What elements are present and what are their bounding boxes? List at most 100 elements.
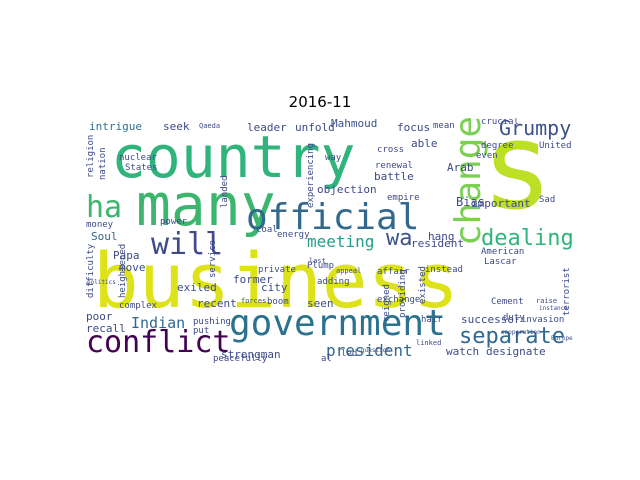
word-instance: instance — [539, 305, 568, 312]
word-difficulty: difficulty — [86, 243, 96, 298]
word-peacefully: peacefully — [213, 354, 268, 364]
word-able: able — [411, 137, 438, 150]
word-dealing: dealing — [481, 226, 574, 251]
word-plump: Plump — [307, 261, 335, 271]
word-grumpy: Grumpy — [499, 118, 572, 140]
word-cooperation: cooperation — [501, 329, 541, 336]
word-linked: linked — [416, 339, 442, 347]
word-wa: wa — [386, 226, 413, 251]
figure-title: 2016-11 — [288, 93, 352, 111]
word-designate: designate — [486, 345, 546, 358]
word-invasion: invasion — [521, 315, 565, 325]
word-exchange: exchange — [377, 295, 421, 305]
word-arab: Arab — [447, 161, 474, 174]
word-complex: complex — [119, 301, 157, 311]
word-ha: ha — [86, 190, 123, 225]
word-successor: successor — [461, 313, 521, 326]
word-duty: duty — [503, 313, 525, 323]
word-nation: nation — [98, 147, 108, 180]
word-conflict: conflict — [86, 325, 231, 360]
word-service: service — [208, 240, 218, 278]
word-qaeda: Qaeda — [199, 122, 221, 130]
word-coal: coal — [256, 225, 278, 235]
word-boom: boom — [267, 297, 289, 307]
word-soul: Soul — [91, 230, 118, 243]
word-seen: seen — [307, 297, 334, 310]
word-affair: affair — [377, 267, 410, 277]
word-recall: recall — [86, 322, 126, 335]
word-intrigue: intrigue — [89, 120, 142, 133]
word-last: last — [309, 257, 326, 265]
word-raise: raise — [536, 297, 558, 305]
word-politics: politics — [87, 279, 116, 286]
word-energy: energy — [277, 230, 310, 240]
word-put: put — [193, 326, 210, 336]
word-pushing: pushing — [193, 317, 231, 327]
word-important: important — [471, 197, 531, 210]
word-bias: Bias — [456, 195, 485, 209]
word-power: power — [160, 217, 188, 227]
word-many: many — [136, 171, 276, 239]
word-private: private — [258, 265, 296, 275]
word-move: move — [119, 261, 146, 274]
word-way: way — [325, 153, 342, 163]
word-leader: leader — [247, 121, 287, 134]
word-lascar: Lascar — [484, 257, 517, 267]
word-seek: seek — [163, 120, 190, 133]
word-sad: Sad — [539, 195, 556, 205]
word-adding: adding — [317, 277, 350, 287]
word-will: will — [151, 227, 224, 262]
word-united: United — [539, 141, 572, 151]
word-forces: forces — [241, 297, 267, 305]
word-religion: religion — [86, 134, 96, 178]
word-papa: Papa — [113, 249, 140, 262]
word-experiencing: experiencing — [306, 142, 316, 208]
word-american: American — [481, 247, 525, 257]
word-president: president — [326, 341, 413, 360]
word-strongman: strongman — [221, 348, 281, 361]
word-al: al — [321, 354, 332, 364]
word-degree: degree — [481, 141, 514, 151]
word-led: led — [341, 349, 358, 359]
word-poor: poor — [86, 310, 113, 323]
word-question: question — [361, 347, 390, 354]
word-cross: cross — [377, 145, 405, 155]
word-reigned: reigned — [382, 284, 392, 322]
word-city: city — [261, 281, 288, 294]
word-cement: Cement — [491, 297, 524, 307]
word-states: States — [125, 163, 158, 173]
word-instead: instead — [425, 265, 463, 275]
word-recent: recent — [197, 297, 237, 310]
word-indian: Indian — [131, 314, 186, 332]
word-watch: watch — [446, 345, 480, 358]
word-battle: battle — [374, 170, 414, 183]
word-s: s — [481, 118, 554, 237]
word-appeal: appeal — [336, 267, 362, 275]
word-even: even — [476, 151, 498, 161]
word-exiled: exiled — [177, 281, 217, 294]
word-government: government — [229, 303, 446, 344]
word-hair: hair — [421, 315, 443, 325]
word-landed: landed — [220, 175, 230, 208]
word-empire: empire — [387, 193, 420, 203]
word-europe: Europe — [551, 335, 573, 342]
word-objection: objection — [317, 183, 377, 196]
word-former: former — [233, 273, 273, 286]
word-focus: focus — [397, 121, 431, 134]
word-unfold: unfold — [295, 121, 335, 134]
word-mean: mean — [433, 121, 455, 131]
word-country: country — [111, 123, 356, 191]
word-money: money — [86, 220, 114, 230]
word-official: official — [246, 197, 420, 238]
word-separate: separate — [459, 324, 565, 349]
word-heightened: heightened — [118, 243, 128, 298]
word-business: business — [93, 236, 460, 325]
word-hang: hang — [428, 230, 455, 243]
word-cloud: business country s many government offic… — [81, 118, 576, 367]
word-mahmoud: Mahmoud — [331, 118, 378, 130]
word-renewal: renewal — [375, 161, 413, 171]
word-meeting: meeting — [307, 232, 375, 251]
word-resident: resident — [411, 237, 464, 250]
word-crucial: crucial — [481, 118, 519, 127]
word-nuclear: nuclear — [119, 153, 157, 163]
